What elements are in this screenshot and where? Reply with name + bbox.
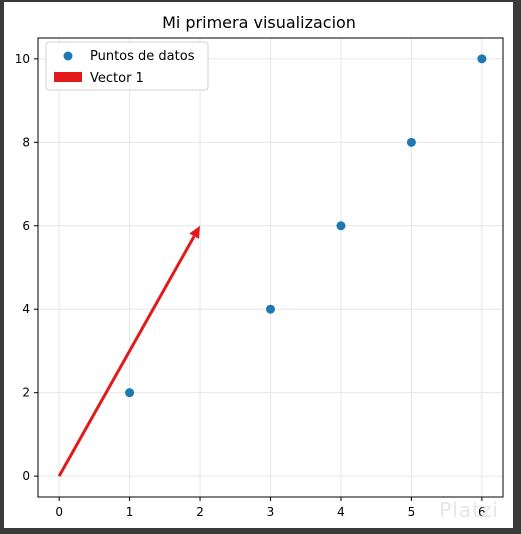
legend-marker-scatter bbox=[63, 51, 73, 61]
legend-label-vector: Vector 1 bbox=[90, 71, 144, 86]
x-tick-label: 2 bbox=[196, 505, 204, 519]
x-tick-label: 6 bbox=[478, 505, 486, 519]
x-tick-label: 3 bbox=[267, 505, 275, 519]
y-tick-label: 10 bbox=[15, 52, 30, 66]
x-tick-label: 0 bbox=[55, 505, 63, 519]
chart: Mi primera visualizacion 0 1 2 3 4 5 6 0 2 4 6 8 10 P… bbox=[15, 13, 504, 519]
y-tick-label: 4 bbox=[22, 302, 30, 316]
watermark-logo: Platzi bbox=[439, 498, 499, 522]
legend-marker-vector bbox=[54, 72, 82, 82]
vector-arrowhead bbox=[189, 225, 201, 239]
x-tick-label: 5 bbox=[408, 505, 416, 519]
y-tick-label: 6 bbox=[22, 219, 30, 233]
chart-frame: Mi primera visualizacion 0 1 2 3 4 5 6 0 2 4 6 8 10 P… bbox=[4, 2, 513, 528]
scatter-point bbox=[336, 221, 346, 231]
scatter-point bbox=[406, 137, 416, 147]
legend bbox=[45, 41, 209, 91]
legend-label-points: Puntos de datos bbox=[90, 49, 195, 64]
vector-shaft bbox=[57, 235, 196, 477]
scatter-point bbox=[266, 304, 275, 314]
y-tick-label: 0 bbox=[22, 469, 30, 483]
scatter-point bbox=[125, 388, 135, 398]
scatter-point bbox=[477, 54, 487, 64]
y-tick-label: 8 bbox=[22, 135, 30, 149]
x-tick-label: 4 bbox=[337, 505, 345, 519]
chart-title: Mi primera visualizacion bbox=[162, 13, 356, 32]
y-tick-label: 2 bbox=[22, 386, 30, 400]
x-tick-label: 1 bbox=[126, 505, 134, 519]
